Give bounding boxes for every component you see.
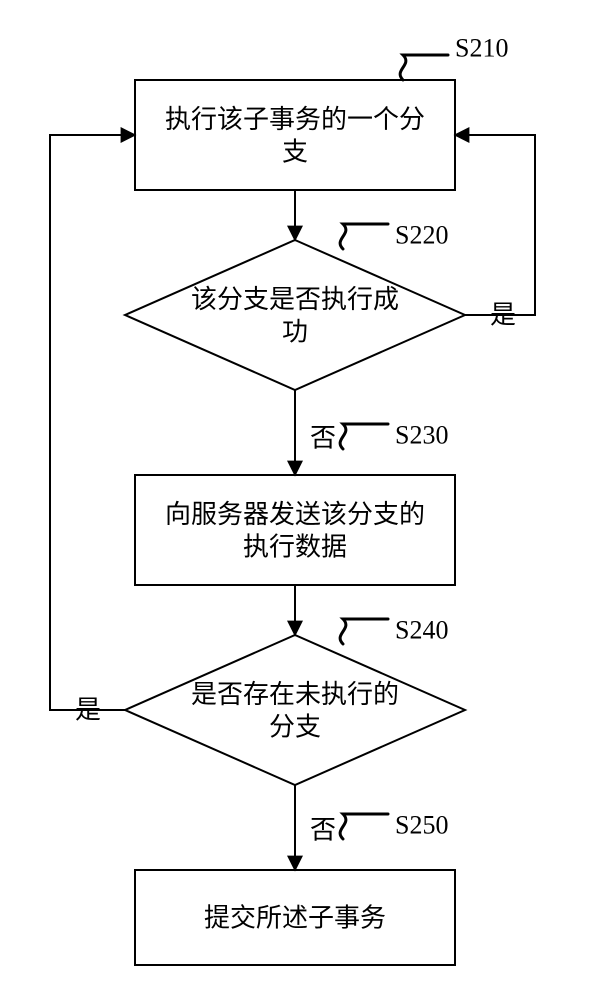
node-text-s250: 提交所述子事务 xyxy=(204,903,386,932)
label-id_s210: S210 xyxy=(455,33,508,62)
callout-c220 xyxy=(340,224,388,249)
label-id_s220: S220 xyxy=(395,220,448,249)
callout-c210 xyxy=(400,55,448,80)
edge-s220-s210 xyxy=(455,135,535,315)
label-yes_s240: 是 xyxy=(75,695,101,724)
label-yes_s220: 是 xyxy=(490,300,516,329)
callout-c240 xyxy=(340,619,388,644)
node-s240 xyxy=(125,635,465,785)
callout-c250 xyxy=(340,814,388,839)
label-no_s220: 否 xyxy=(310,423,336,452)
edge-s240-s210 xyxy=(50,135,135,710)
label-no_s240: 否 xyxy=(310,815,336,844)
node-s230 xyxy=(135,475,455,585)
node-s210 xyxy=(135,80,455,190)
node-s220 xyxy=(125,240,465,390)
label-id_s230: S230 xyxy=(395,420,448,449)
label-id_s240: S240 xyxy=(395,615,448,644)
callout-c230 xyxy=(340,424,388,449)
label-id_s250: S250 xyxy=(395,810,448,839)
